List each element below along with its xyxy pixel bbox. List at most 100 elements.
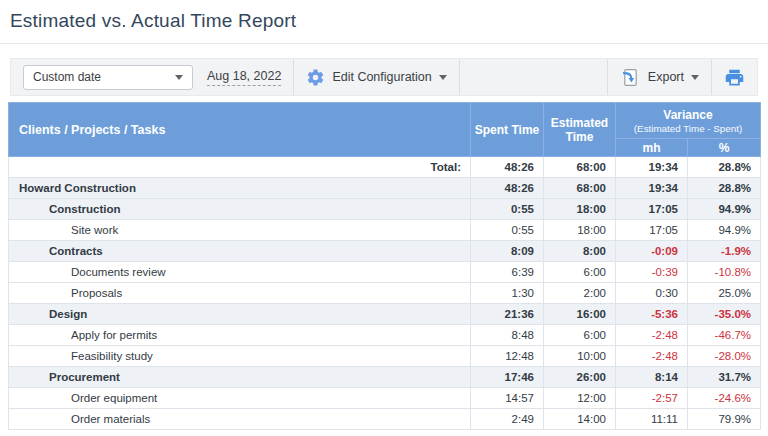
row-spent-time: 8:09 <box>471 241 544 262</box>
row-label: Apply for permits <box>9 325 471 346</box>
row-label: Proposals <box>9 283 471 304</box>
row-variance-mh: -0:09 <box>616 241 688 262</box>
row-spent-time: 14:57 <box>471 388 544 409</box>
print-icon <box>724 67 745 88</box>
row-variance-mh: 17:05 <box>616 220 688 241</box>
date-range-section: Custom date Aug 18, 2022 <box>11 59 294 95</box>
row-spent-time: 12:48 <box>471 346 544 367</box>
row-variance-mh: -2:48 <box>616 346 688 367</box>
row-spent-time: 1:30 <box>471 283 544 304</box>
row-variance-mh: 8:14 <box>616 367 688 388</box>
row-estimated-time: 14:00 <box>544 409 616 430</box>
export-button[interactable]: Export <box>620 67 699 88</box>
column-header-spent-time: Spent Time <box>471 103 544 157</box>
report-table-body: Total: 48:26 68:00 19:34 28.8% Howard Co… <box>9 157 761 430</box>
column-header-variance-pct: % <box>688 139 761 157</box>
edit-configuration-section: Edit Configuration <box>294 59 459 95</box>
row-variance-mh: 19:34 <box>616 157 688 178</box>
toolbar-spacer <box>460 59 608 95</box>
column-header-variance-mh: mh <box>616 139 688 157</box>
time-report-table: Clients / Projects / Tasks Spent Time Es… <box>8 102 761 430</box>
row-label: Order materials <box>9 409 471 430</box>
title-divider <box>0 43 768 44</box>
row-estimated-time: 10:00 <box>544 346 616 367</box>
row-variance-pct: -1.9% <box>688 241 761 262</box>
row-spent-time: 48:26 <box>471 157 544 178</box>
table-row: Documents review 6:39 6:00 -0:39 -10.8% <box>9 262 761 283</box>
row-variance-pct: -28.0% <box>688 346 761 367</box>
row-variance-mh: -2:48 <box>616 325 688 346</box>
row-variance-pct: 28.8% <box>688 157 761 178</box>
row-spent-time: 2:49 <box>471 409 544 430</box>
table-row: Total: 48:26 68:00 19:34 28.8% <box>9 157 761 178</box>
row-estimated-time: 18:00 <box>544 199 616 220</box>
row-variance-mh: -5:36 <box>616 304 688 325</box>
row-spent-time: 0:55 <box>471 220 544 241</box>
row-variance-pct: -46.7% <box>688 325 761 346</box>
chevron-down-icon <box>175 75 183 80</box>
row-variance-pct: -10.8% <box>688 262 761 283</box>
row-variance-mh: 11:11 <box>616 409 688 430</box>
row-label: Procurement <box>9 367 471 388</box>
row-estimated-time: 12:00 <box>544 388 616 409</box>
row-label: Feasibility study <box>9 346 471 367</box>
column-header-tasks: Clients / Projects / Tasks <box>9 103 471 157</box>
row-variance-pct: 31.7% <box>688 367 761 388</box>
export-label: Export <box>648 70 684 84</box>
row-variance-pct: 94.9% <box>688 199 761 220</box>
row-spent-time: 17:46 <box>471 367 544 388</box>
table-row: Proposals 1:30 2:00 0:30 25.0% <box>9 283 761 304</box>
row-estimated-time: 68:00 <box>544 178 616 199</box>
row-spent-time: 8:48 <box>471 325 544 346</box>
row-variance-pct: 25.0% <box>688 283 761 304</box>
row-label: Site work <box>9 220 471 241</box>
row-estimated-time: 6:00 <box>544 262 616 283</box>
report-toolbar: Custom date Aug 18, 2022 Edit Configurat… <box>10 58 758 96</box>
row-variance-pct: -24.6% <box>688 388 761 409</box>
date-picker-link[interactable]: Aug 18, 2022 <box>207 69 281 86</box>
date-range-select-value: Custom date <box>33 70 101 84</box>
row-estimated-time: 2:00 <box>544 283 616 304</box>
row-label: Design <box>9 304 471 325</box>
table-row: Order materials 2:49 14:00 11:11 79.9% <box>9 409 761 430</box>
row-spent-time: 0:55 <box>471 199 544 220</box>
row-label: Documents review <box>9 262 471 283</box>
edit-configuration-label: Edit Configuration <box>332 70 431 84</box>
print-section <box>712 59 757 95</box>
table-row: Howard Construction 48:26 68:00 19:34 28… <box>9 178 761 199</box>
row-estimated-time: 26:00 <box>544 367 616 388</box>
table-row: Contracts 8:09 8:00 -0:09 -1.9% <box>9 241 761 262</box>
date-range-select[interactable]: Custom date <box>23 65 193 90</box>
row-variance-pct: 79.9% <box>688 409 761 430</box>
row-spent-time: 21:36 <box>471 304 544 325</box>
table-row: Procurement 17:46 26:00 8:14 31.7% <box>9 367 761 388</box>
row-variance-pct: 94.9% <box>688 220 761 241</box>
row-label: Contracts <box>9 241 471 262</box>
table-row: Order equipment 14:57 12:00 -2:57 -24.6% <box>9 388 761 409</box>
edit-configuration-button[interactable]: Edit Configuration <box>306 68 446 87</box>
table-row: Feasibility study 12:48 10:00 -2:48 -28.… <box>9 346 761 367</box>
table-row: Design 21:36 16:00 -5:36 -35.0% <box>9 304 761 325</box>
column-header-variance: Variance (Estimated Time - Spent) <box>616 103 761 139</box>
row-spent-time: 6:39 <box>471 262 544 283</box>
table-row: Apply for permits 8:48 6:00 -2:48 -46.7% <box>9 325 761 346</box>
row-variance-mh: 17:05 <box>616 199 688 220</box>
row-label: Construction <box>9 199 471 220</box>
row-estimated-time: 68:00 <box>544 157 616 178</box>
row-label: Howard Construction <box>9 178 471 199</box>
row-variance-pct: -35.0% <box>688 304 761 325</box>
page-title: Estimated vs. Actual Time Report <box>0 0 768 43</box>
print-button[interactable] <box>724 67 745 88</box>
chevron-down-icon <box>439 75 447 80</box>
row-estimated-time: 6:00 <box>544 325 616 346</box>
row-variance-mh: 0:30 <box>616 283 688 304</box>
gear-icon <box>306 68 325 87</box>
table-row: Construction 0:55 18:00 17:05 94.9% <box>9 199 761 220</box>
export-section: Export <box>608 59 712 95</box>
row-variance-pct: 28.8% <box>688 178 761 199</box>
row-variance-mh: -0:39 <box>616 262 688 283</box>
variance-subtitle: (Estimated Time - Spent) <box>616 123 760 134</box>
row-estimated-time: 18:00 <box>544 220 616 241</box>
chevron-down-icon <box>691 75 699 80</box>
row-estimated-time: 16:00 <box>544 304 616 325</box>
